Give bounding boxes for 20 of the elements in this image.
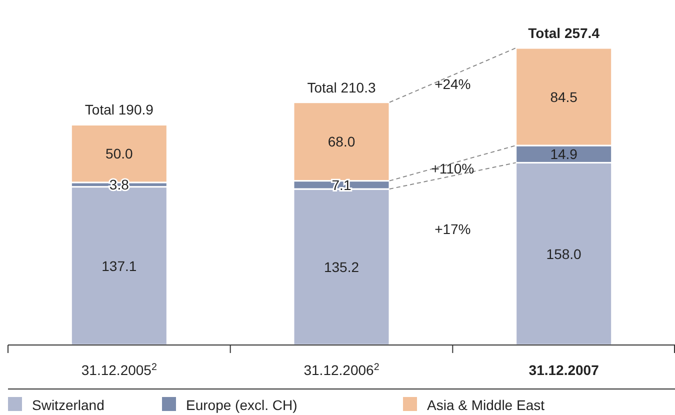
data-label: 135.2 — [324, 259, 360, 275]
data-label: 50.0 — [106, 146, 134, 162]
legend-label: Europe (excl. CH) — [186, 397, 298, 413]
data-label: 158.0 — [546, 246, 582, 262]
total-label: Total 210.3 — [307, 79, 376, 96]
annotation: +24% — [434, 76, 471, 92]
x-tick-label: 31.12.2006$^{2}$ — [304, 362, 380, 378]
total-label: Total 190.9 — [84, 102, 154, 118]
data-label: 84.5 — [550, 88, 578, 105]
total-label: Total 257.4 — [528, 25, 600, 41]
data-label: 14.9 — [550, 146, 578, 162]
annotation: +17% — [434, 220, 471, 237]
legend-label: Switzerland — [32, 397, 104, 413]
x-tick-label: 31.12.2007 — [528, 362, 600, 378]
data-label: 3.8 — [109, 176, 130, 193]
data-label: 137.1 — [102, 258, 137, 274]
x-tick-label: 31.12.2005$^{2}$ — [81, 362, 157, 378]
annotation: +110% — [431, 160, 474, 176]
data-label: 68.0 — [328, 134, 356, 150]
legend-label: Asia & Middle East — [427, 397, 545, 413]
